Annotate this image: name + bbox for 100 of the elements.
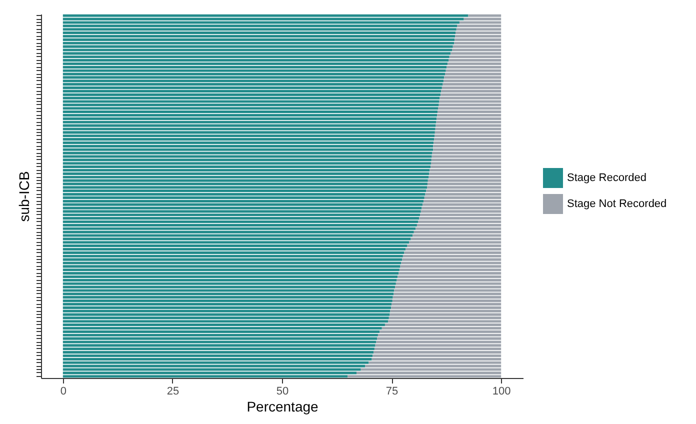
- bar: [62, 141, 434, 144]
- bar: [62, 56, 450, 58]
- bar: [62, 155, 432, 158]
- bar: [62, 166, 431, 168]
- bar: [398, 275, 502, 278]
- bar: [62, 18, 464, 20]
- bar: [62, 42, 454, 44]
- bar: [434, 141, 502, 144]
- bar: [438, 110, 502, 114]
- bar: [459, 21, 502, 24]
- bar: [62, 254, 403, 258]
- bar: [62, 241, 410, 244]
- bar: [62, 278, 397, 282]
- bar: [62, 176, 429, 178]
- bar: [62, 32, 456, 34]
- bar: [429, 172, 502, 175]
- bar: [62, 120, 436, 124]
- bar: [390, 313, 502, 316]
- bar: [432, 155, 502, 158]
- y-axis-title: sub-ICB: [16, 171, 32, 222]
- bar: [442, 86, 502, 90]
- bar: [428, 176, 502, 178]
- bar: [62, 62, 448, 66]
- bar: [62, 93, 441, 96]
- bar: [388, 316, 502, 320]
- bar: [62, 330, 380, 333]
- bar: [62, 248, 406, 251]
- bar: [62, 210, 421, 213]
- bar: [448, 62, 502, 66]
- bar: [62, 324, 385, 326]
- bar: [62, 76, 444, 79]
- bar: [382, 326, 502, 330]
- bar: [442, 83, 502, 86]
- bar: [391, 306, 502, 309]
- bar: [62, 152, 432, 154]
- bar: [372, 358, 502, 360]
- bar: [432, 152, 502, 154]
- bar: [422, 206, 502, 210]
- bar: [62, 144, 434, 148]
- bar: [419, 217, 502, 220]
- bar: [62, 358, 372, 360]
- bar: [434, 131, 502, 134]
- bar: [62, 134, 434, 138]
- bar: [446, 66, 502, 68]
- bar: [62, 148, 434, 151]
- bar: [396, 282, 502, 285]
- bar: [439, 100, 502, 103]
- bar: [454, 42, 502, 44]
- bar: [62, 59, 449, 62]
- bar: [433, 148, 502, 151]
- x-tick-label: 50: [276, 386, 289, 398]
- bar: [62, 196, 424, 200]
- bar: [62, 289, 394, 292]
- bar: [62, 86, 442, 90]
- bar: [62, 66, 447, 68]
- bar: [444, 80, 502, 82]
- bar: [426, 190, 502, 192]
- bar: [62, 251, 404, 254]
- bar: [62, 114, 438, 117]
- bar: [62, 320, 388, 323]
- bar: [62, 28, 456, 31]
- bar: [424, 196, 502, 200]
- bar: [62, 306, 392, 309]
- bar: [365, 364, 502, 368]
- bar: [360, 368, 502, 371]
- bar: [62, 337, 378, 340]
- bar: [62, 316, 389, 320]
- bar: [62, 192, 426, 196]
- bar: [464, 18, 502, 20]
- bar: [348, 375, 502, 378]
- bar: [62, 48, 452, 52]
- bar: [374, 351, 502, 354]
- bar: [427, 182, 502, 186]
- bar: [409, 241, 502, 244]
- bar: [62, 334, 378, 336]
- bar: [62, 90, 442, 93]
- bar: [395, 286, 502, 288]
- bar: [62, 83, 443, 86]
- bar: [62, 258, 402, 261]
- bar: [407, 244, 502, 248]
- bar: [62, 344, 376, 347]
- bar: [62, 299, 392, 302]
- bar: [62, 351, 374, 354]
- bar: [420, 214, 502, 216]
- bar: [428, 179, 502, 182]
- bar: [400, 265, 502, 268]
- bar: [384, 324, 502, 326]
- bar: [396, 278, 502, 282]
- bar: [62, 45, 453, 48]
- bar: [446, 69, 502, 72]
- bar: [62, 326, 382, 330]
- bar: [450, 52, 502, 55]
- bar: [440, 96, 502, 100]
- bar: [435, 128, 502, 130]
- bar: [62, 292, 394, 296]
- bar: [62, 100, 440, 103]
- bar: [62, 117, 437, 120]
- bar: [62, 206, 422, 210]
- bar: [62, 220, 418, 224]
- bar: [62, 80, 444, 82]
